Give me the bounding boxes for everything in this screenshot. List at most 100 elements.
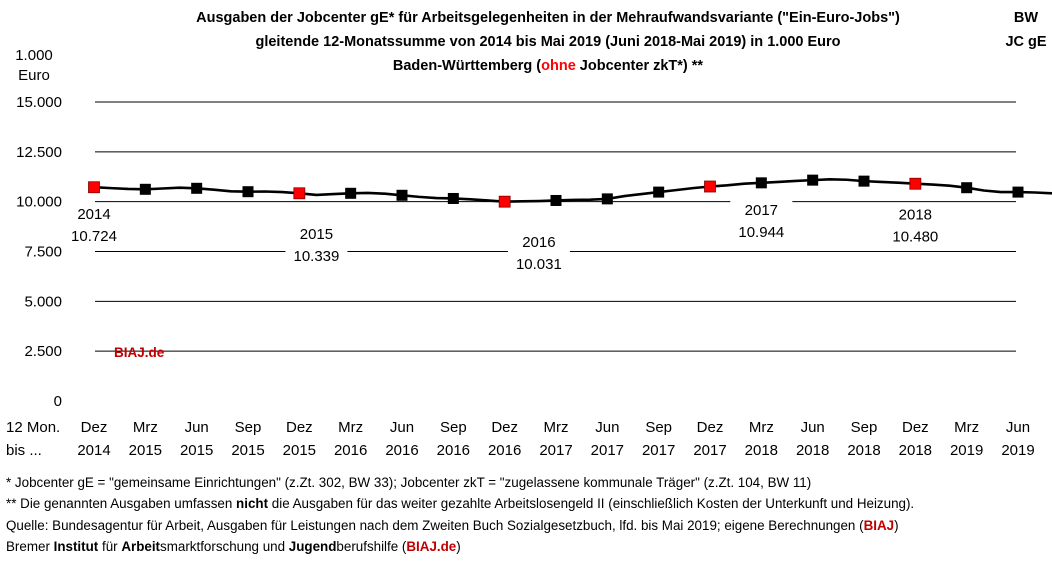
inst-jugend: Jugend bbox=[288, 538, 337, 554]
footnote-2: ** Die genannten Ausgaben umfassen nicht… bbox=[6, 493, 1052, 514]
annotation-bg bbox=[285, 222, 348, 267]
x-tick-label-month: Sep bbox=[851, 419, 878, 436]
annotation-value: 10.480 bbox=[892, 229, 938, 246]
x-tick-label-month: Mrz bbox=[338, 419, 363, 436]
x-tick-label-month: Jun bbox=[801, 419, 825, 436]
marker bbox=[755, 177, 767, 189]
marker bbox=[1012, 186, 1024, 198]
annotation-label: 2015 bbox=[300, 226, 333, 243]
y-tick-labels: 0 2.500 5.000 7.500 10.000 12.500 15.000 bbox=[16, 94, 62, 410]
y-axis-unit-line-2: Euro bbox=[18, 67, 50, 84]
annotation-label: 2017 bbox=[745, 202, 778, 219]
annotation-bg bbox=[507, 231, 570, 276]
x-tick-label-year: 2016 bbox=[437, 442, 470, 459]
data-series bbox=[93, 178, 1052, 203]
x-tick-label-month: Jun bbox=[1006, 419, 1030, 436]
marker bbox=[242, 186, 254, 198]
annotation-bg bbox=[730, 198, 793, 243]
footnote-1: * Jobcenter gE = "gemeinsame Einrichtung… bbox=[6, 475, 812, 490]
marker bbox=[858, 175, 870, 187]
data-markers bbox=[88, 174, 1024, 208]
source-text: Quelle: Bundesagentur für Arbeit, Ausgab… bbox=[6, 517, 864, 533]
x-tick-label-month: Sep bbox=[235, 419, 262, 436]
source-biaj: BIAJ bbox=[863, 517, 895, 533]
x-tick-label-year: 2016 bbox=[488, 442, 521, 459]
gridlines bbox=[95, 101, 1016, 352]
x-tick-label-month: Mrz bbox=[749, 419, 774, 436]
region-label-line-2: JC gE bbox=[1005, 34, 1046, 50]
x-tick-labels: Dez 2014 Mrz 2015 Jun 2015 Sep 2015 Dez 2015 Mrz 20… bbox=[77, 419, 1034, 459]
footnote-2-c: die Ausgaben für das weiter gezahlte Arb… bbox=[268, 496, 915, 512]
chart-title-line-1: Ausgaben der Jobcenter gE* für Arbeitsge… bbox=[196, 10, 900, 26]
x-tick-label-year: 2017 bbox=[642, 442, 675, 459]
y-tick-label: 0 bbox=[54, 393, 62, 410]
x-tick-label-month: Sep bbox=[440, 419, 467, 436]
source-close: ) bbox=[894, 517, 899, 533]
x-tick-label-year: 2017 bbox=[539, 442, 572, 459]
title-line-3-pre: Baden-Württemberg ( bbox=[393, 58, 541, 74]
annotation-label: 2018 bbox=[899, 207, 932, 224]
title-line-3-post: Jobcenter zkT*) ** bbox=[576, 58, 704, 74]
inst-i: ) bbox=[456, 538, 461, 554]
inst-institut: Institut bbox=[53, 538, 99, 554]
x-tick-label-month: Mrz bbox=[954, 419, 979, 436]
y-axis-unit-line-1: 1.000 bbox=[15, 47, 53, 64]
x-tick-label-year: 2014 bbox=[77, 442, 110, 459]
x-axis-caption-line-2: bis ... bbox=[6, 442, 42, 459]
x-tick-label-month: Jun bbox=[595, 419, 619, 436]
y-tick-label: 12.500 bbox=[16, 144, 62, 161]
region-label-line-1: BW bbox=[1014, 10, 1038, 26]
marker-december bbox=[88, 181, 100, 194]
x-tick-label-year: 2015 bbox=[231, 442, 264, 459]
x-axis-caption-line-1: 12 Mon. bbox=[6, 419, 60, 436]
y-tick-label: 2.500 bbox=[24, 343, 62, 360]
inst-biaj-link: BIAJ.de bbox=[406, 538, 457, 554]
marker-december bbox=[704, 180, 716, 193]
marker bbox=[345, 187, 357, 199]
x-tick-label-month: Dez bbox=[697, 419, 724, 436]
y-tick-label: 5.000 bbox=[24, 293, 62, 310]
x-tick-label-year: 2015 bbox=[129, 442, 162, 459]
footnote-institute: Bremer Institut für Arbeitsmarktforschun… bbox=[6, 536, 1052, 557]
x-tick-label-month: Dez bbox=[286, 419, 313, 436]
annotation-bg bbox=[884, 203, 947, 248]
footnotes: * Jobcenter gE = "gemeinsame Einrichtung… bbox=[6, 472, 1052, 557]
x-tick-label-year: 2017 bbox=[693, 442, 726, 459]
data-annotations: 2014 10.724 2015 10.339 2016 10.031 2017 10.944… bbox=[63, 198, 947, 276]
y-tick-label: 15.000 bbox=[16, 94, 62, 111]
series-line bbox=[93, 178, 1052, 203]
x-tick-label-month: Mrz bbox=[133, 419, 158, 436]
marker bbox=[807, 174, 819, 186]
x-tick-label-year: 2016 bbox=[385, 442, 418, 459]
x-tick-label-month: Mrz bbox=[544, 419, 569, 436]
inst-arbeit: Arbeit bbox=[121, 538, 161, 554]
x-tick-label-year: 2015 bbox=[180, 442, 213, 459]
annotation-value: 10.944 bbox=[738, 224, 784, 241]
annotation-value: 10.031 bbox=[516, 256, 562, 273]
x-tick-label-year: 2018 bbox=[847, 442, 880, 459]
x-tick-label-year: 2018 bbox=[796, 442, 829, 459]
x-tick-label-year: 2016 bbox=[334, 442, 367, 459]
x-tick-label-year: 2015 bbox=[283, 442, 316, 459]
marker bbox=[550, 194, 562, 206]
line-chart: Ausgaben der Jobcenter gE* für Arbeitsge… bbox=[6, 10, 1052, 459]
marker bbox=[396, 189, 408, 201]
footnote-2-a: ** Die genannten Ausgaben umfassen bbox=[6, 496, 237, 512]
annotation-value: 10.724 bbox=[71, 228, 117, 245]
x-tick-label-year: 2019 bbox=[950, 442, 983, 459]
x-tick-label-year: 2018 bbox=[899, 442, 932, 459]
marker bbox=[601, 193, 613, 205]
marker-december bbox=[293, 187, 306, 200]
inst-g: berufshilfe ( bbox=[336, 538, 407, 554]
title-line-3-highlight: ohne bbox=[541, 58, 576, 74]
annotation-label: 2014 bbox=[77, 206, 110, 223]
marker-december bbox=[498, 195, 511, 208]
x-tick-label-month: Jun bbox=[390, 419, 414, 436]
marker bbox=[191, 182, 203, 194]
marker bbox=[139, 183, 151, 195]
footnote-source: Quelle: Bundesagentur für Arbeit, Ausgab… bbox=[6, 515, 1052, 536]
footnote-2-bold: nicht bbox=[236, 496, 269, 512]
x-tick-label-month: Sep bbox=[645, 419, 672, 436]
annotation-value: 10.339 bbox=[293, 248, 339, 265]
watermark-biaj: BIAJ.de bbox=[114, 345, 165, 360]
